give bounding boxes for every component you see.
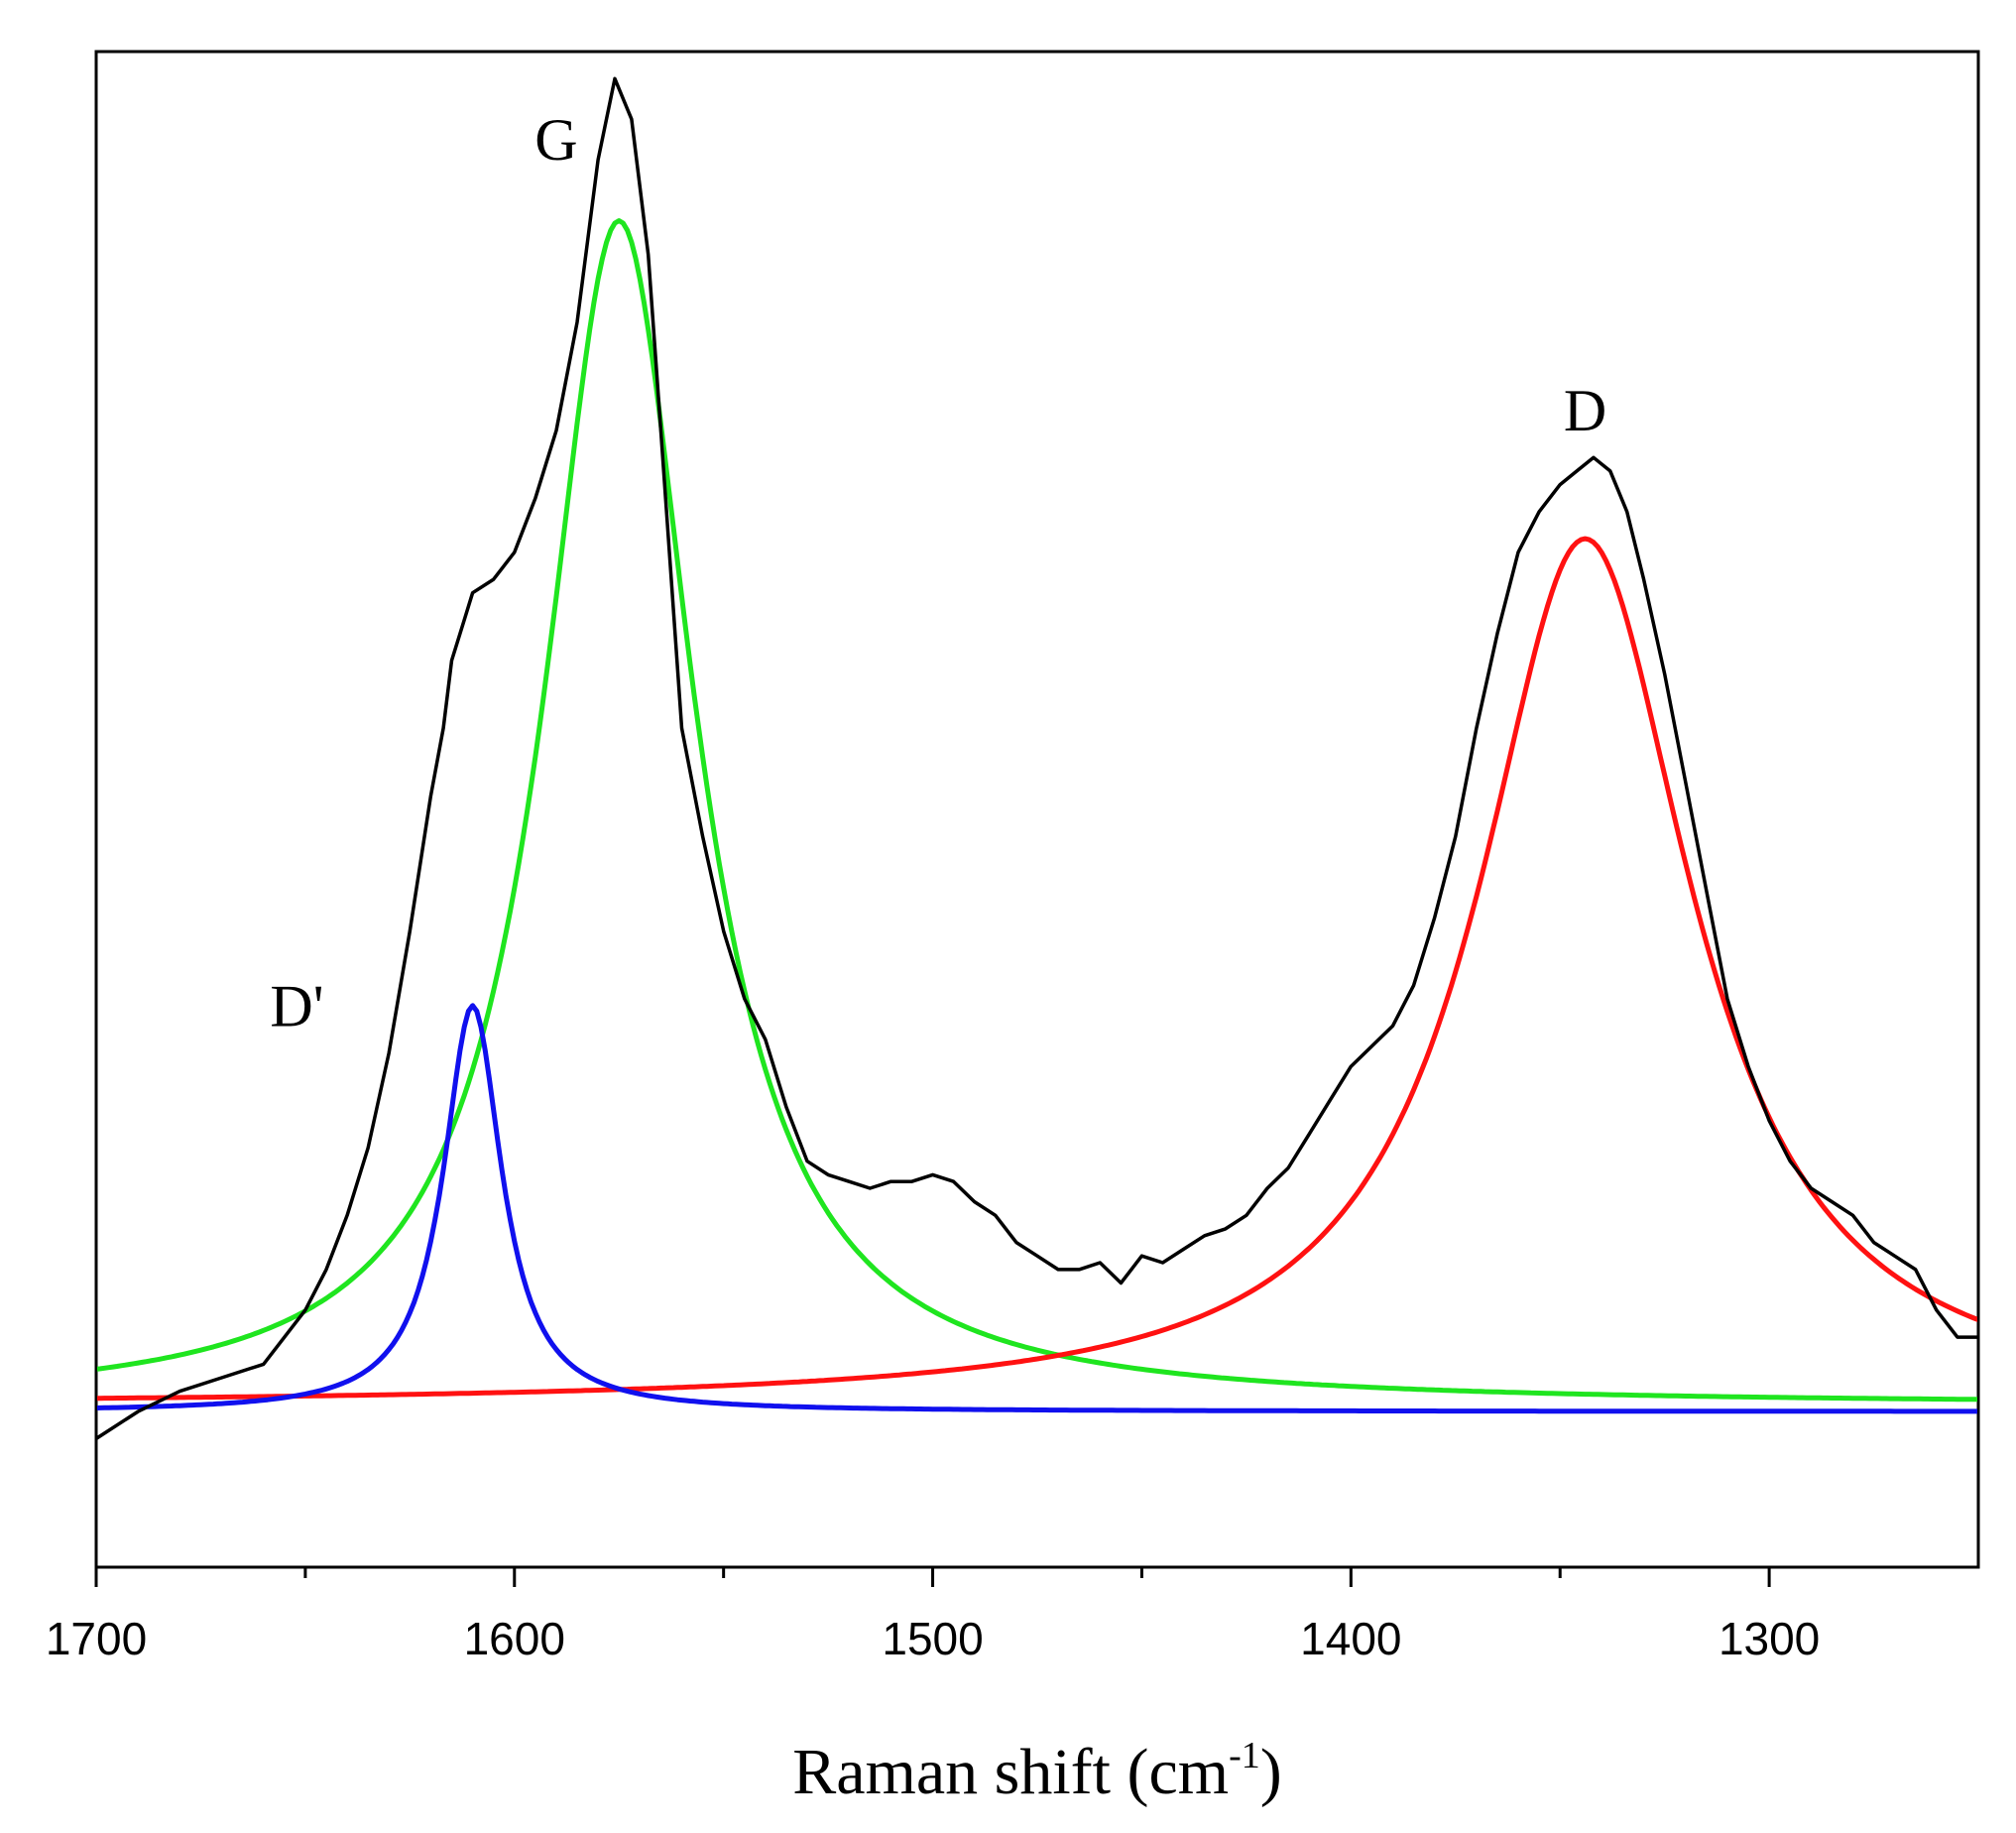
peak-label: D' bbox=[270, 973, 323, 1039]
x-axis-title-close: ) bbox=[1260, 1736, 1282, 1808]
x-tick-label: 1400 bbox=[1300, 1613, 1401, 1664]
peak-annotations: G D D' bbox=[270, 107, 1606, 1039]
x-axis: 1700 1600 1500 1400 1300 bbox=[46, 1567, 1820, 1664]
series-layer bbox=[97, 76, 1977, 1440]
x-tick-label: 1600 bbox=[464, 1613, 565, 1664]
series-g-fit bbox=[97, 218, 1977, 1403]
x-tick-label: 1700 bbox=[46, 1613, 147, 1664]
peak-label: G bbox=[534, 107, 577, 173]
x-tick-label: 1300 bbox=[1719, 1613, 1820, 1664]
plot-frame bbox=[94, 50, 1980, 1569]
peak-label: D bbox=[1564, 378, 1606, 443]
x-tick-label: 1500 bbox=[882, 1613, 983, 1664]
x-axis-title: Raman shift (cm-1) bbox=[792, 1735, 1282, 1808]
series-d-fit bbox=[97, 1003, 1977, 1414]
series-d-fit bbox=[97, 536, 1977, 1402]
x-axis-title-main: Raman shift (cm bbox=[792, 1736, 1229, 1808]
series-measured-spectrum bbox=[97, 76, 1977, 1440]
x-axis-title-superscript: -1 bbox=[1229, 1735, 1260, 1776]
